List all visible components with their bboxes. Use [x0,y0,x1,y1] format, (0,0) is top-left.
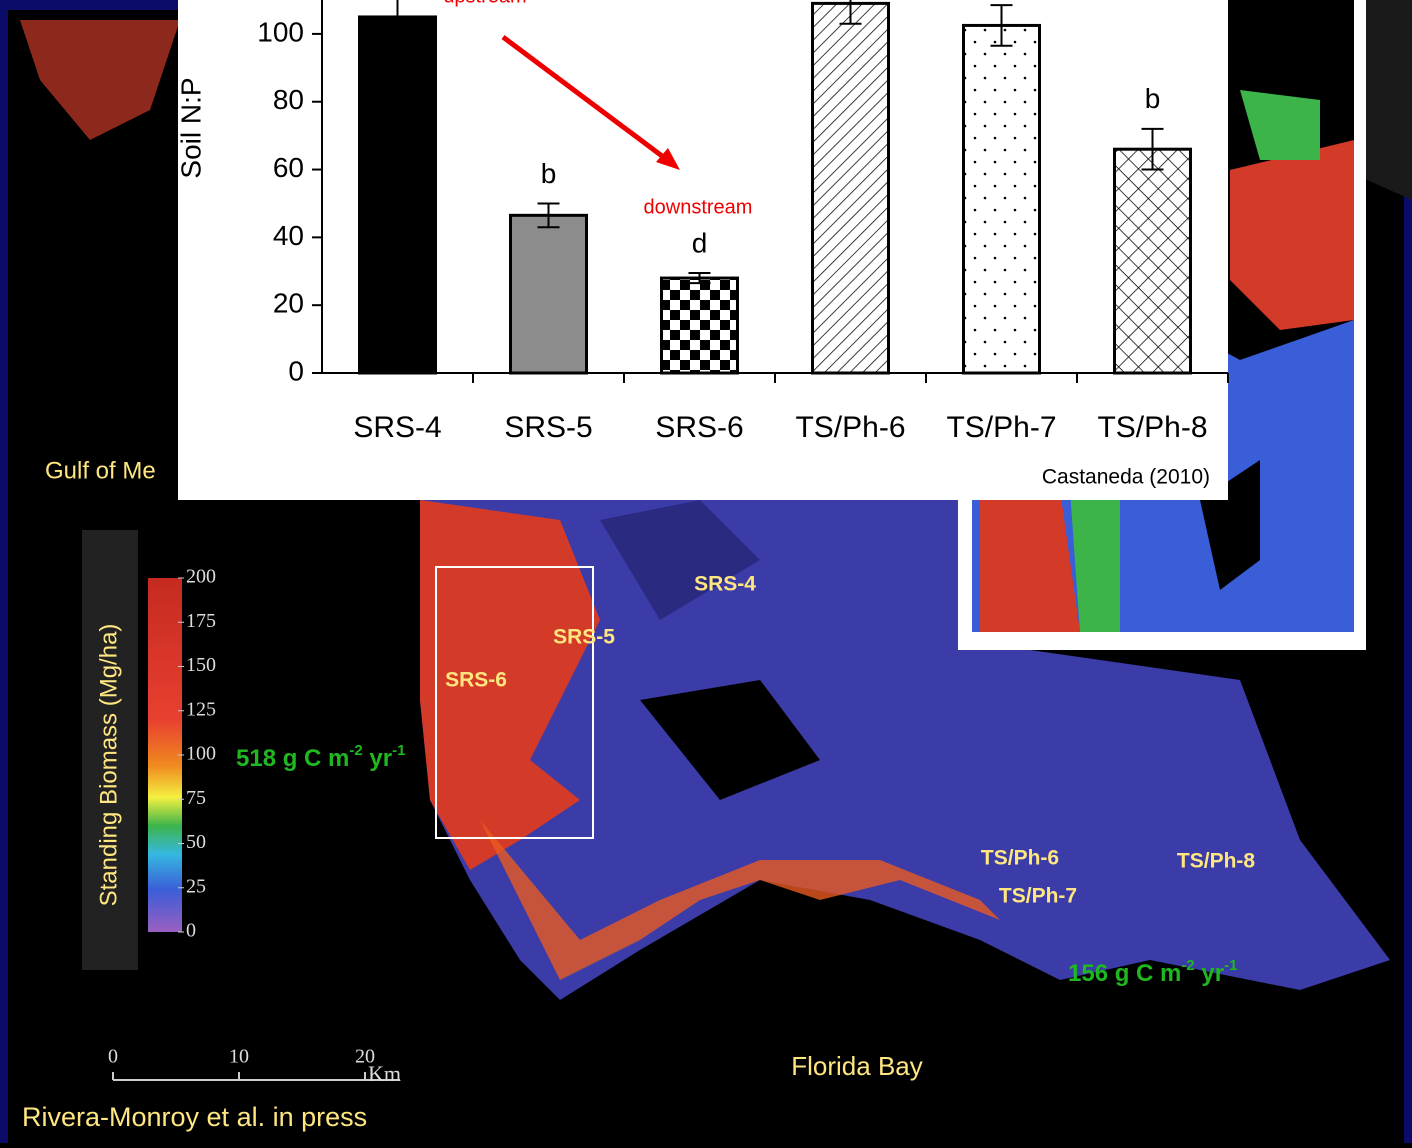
colorbar-title-box [82,530,138,970]
error-bar-line [386,0,409,39]
productivity-part: -2 [1181,957,1194,974]
error-bar-line [990,4,1013,47]
bar [811,1,890,375]
colorbar-title: Standing Biomass (Mg/ha) [95,624,122,907]
flow-arrowhead [656,148,680,170]
site-label: SRS-6 [445,669,507,692]
productivity-part: -1 [392,742,405,759]
colorbar-tick-label: 25 [186,875,206,897]
significance-letter: b [541,158,557,189]
colorbar-tick-label: 125 [186,698,216,720]
productivity-label: 156 g C m-2 yr-1 [1068,957,1237,987]
productivity-part: 156 g C m [1068,960,1181,987]
site-label: SRS-5 [553,626,615,649]
upstream-label: upstream [443,0,526,7]
error-bar-line [1141,127,1164,171]
gulf-label: Gulf of Me [45,457,156,484]
error-bar [537,202,560,229]
bar [1113,147,1192,375]
error-bar [839,0,862,25]
significance-letter: d [692,227,708,258]
error-bar-line [839,0,862,25]
colorbar-tick-label: 50 [186,831,206,853]
significance-letter: b [1145,83,1161,114]
productivity-part: 518 g C m [236,745,349,772]
bar [358,15,437,375]
colorbar [148,578,182,932]
error-bar-line [537,202,560,229]
colorbar-tick-label: 100 [186,743,216,765]
colorbar-tick-label: 150 [186,654,216,676]
flow-arrow [501,34,672,165]
scale-tick-label: 0 [108,1046,118,1068]
x-tick-label: SRS-4 [353,411,441,444]
scale-unit: Km [368,1061,401,1086]
y-axis-label: Soil N:P [175,77,206,178]
credit: Rivera-Monroy et al. in press [22,1102,367,1132]
bar [509,213,588,375]
x-tick-label: SRS-6 [655,411,743,444]
y-tick-label: 0 [288,355,304,386]
scale-tick-label: 20 [355,1046,375,1068]
error-bar [688,271,711,285]
site-label: TS/Ph-8 [1177,850,1255,873]
bay-label: Florida Bay [791,1051,923,1081]
error-bar [990,4,1013,47]
bar [660,276,739,375]
scale-tick-label: 10 [229,1046,249,1068]
site-label: SRS-4 [694,573,756,596]
source-label: Castaneda (2010) [1042,466,1210,489]
chart-panel [178,0,1228,500]
y-tick-label: 100 [257,16,304,47]
colorbar-tick-label: 175 [186,610,216,632]
x-tick-label: SRS-5 [504,411,592,444]
colorbar-tick-label: 200 [186,566,216,588]
productivity-part: yr [363,745,392,772]
site-label: TS/Ph-6 [981,847,1059,870]
bar [962,23,1041,375]
productivity-part: -1 [1224,957,1237,974]
productivity-part: yr [1195,960,1224,987]
error-bar [1141,127,1164,171]
productivity-label: 518 g C m-2 yr-1 [236,742,405,772]
study-area-box [435,566,594,839]
y-tick-label: 20 [273,288,304,319]
y-tick-label: 60 [273,152,304,183]
downstream-label: downstream [644,196,753,218]
map-landmass [20,0,1412,1000]
y-tick-label: 80 [273,84,304,115]
site-label: TS/Ph-7 [999,885,1077,908]
x-tick-label: TS/Ph-6 [795,411,905,444]
x-tick-label: TS/Ph-8 [1097,411,1207,444]
y-tick-label: 40 [273,220,304,251]
error-bar [386,0,409,39]
x-tick-label: TS/Ph-7 [946,411,1056,444]
colorbar-tick-label: 0 [186,920,196,942]
colorbar-tick-label: 75 [186,787,206,809]
productivity-part: -2 [349,742,362,759]
error-bar-line [688,271,711,285]
